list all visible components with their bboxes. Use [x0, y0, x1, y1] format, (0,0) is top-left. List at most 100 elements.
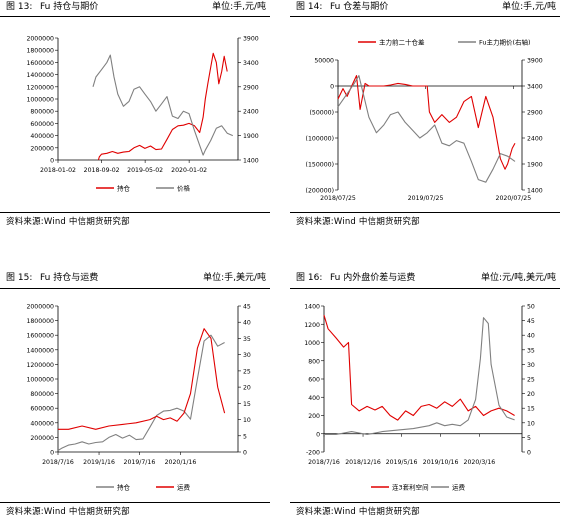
left-tick-label: 1000000 — [26, 97, 54, 104]
x-tick-label: 2018/7/16 — [42, 459, 74, 466]
chart-svg: (200000) (150000) (100000) (50000) 0 50000 140… — [306, 38, 543, 203]
right-tick-label: 1900 — [243, 133, 259, 140]
left-tick-label: 2000000 — [26, 304, 54, 311]
left-tick-label: 1600000 — [26, 60, 54, 67]
figure-title: Fu 持仓与期价 — [40, 2, 99, 12]
left-tick-label: 1200 — [304, 322, 320, 329]
right-tick-label: 30 — [243, 352, 251, 359]
right-tick-label: 10 — [243, 417, 251, 424]
footer-rule — [290, 502, 560, 503]
right-tick-label: 2900 — [243, 84, 259, 91]
left-tick-label: 1400000 — [26, 347, 54, 354]
left-tick-label: 800000 — [30, 109, 54, 116]
left-tick-label: 400000 — [30, 133, 54, 140]
right-tick-label: 25 — [527, 377, 535, 384]
chart-panel-16: 图 16: Fu 内外盘价差与运费 单位:元/吨,美元/吨 -200 0 200 40… — [290, 271, 560, 527]
right-tick-label: 40 — [527, 333, 535, 340]
figure-unit: 单位:手,元/吨 — [502, 2, 556, 12]
x-tick-label: 2020-01-02 — [171, 167, 207, 174]
x-tick-label: 2018/7/16 — [308, 459, 340, 466]
right-tick-label: 3400 — [527, 84, 543, 91]
chart-panel-13: 图 13: Fu 持仓与期价 单位:手,元/吨 0 200000 400000 600… — [0, 0, 270, 230]
chart-svg: 0 200000 400000 600000 800000 1000000 1200000 1… — [26, 304, 251, 492]
right-tick-label: 35 — [243, 336, 251, 343]
left-tick-label: 600000 — [30, 121, 54, 128]
x-tick-label: 2019-05-02 — [127, 167, 163, 174]
chart-svg: -200 0 200 400 600 800 1000 1200 1400 0 5 10 15 20 25 3… — [304, 304, 535, 492]
legend-label: 连3套利空间 — [392, 483, 429, 492]
x-tick-label: 2019/5/16 — [386, 459, 418, 466]
left-tick-label: 0 — [316, 431, 320, 438]
legend-label: 持仓 — [117, 184, 131, 193]
x-tick-label: 2020/3/16 — [464, 459, 496, 466]
right-tick-label: 0 — [243, 450, 247, 457]
right-tick-label: 25 — [243, 368, 251, 375]
figure-number: 图 16: — [296, 273, 323, 283]
chart-panel-15: 图 15: Fu 持仓与运费 单位:手,美元/吨 0 200000 400000 60… — [0, 271, 270, 527]
figure-number: 图 15: — [6, 273, 33, 283]
right-tick-label: 40 — [243, 320, 251, 327]
right-tick-label: 50 — [527, 304, 535, 311]
series-line-left — [323, 314, 515, 421]
figure-unit: 单位:手,美元/吨 — [203, 273, 266, 283]
left-tick-label: 0 — [330, 84, 334, 91]
source-note: 资料来源:Wind 中信期货研究部 — [296, 217, 420, 227]
figure-header: 图 13: Fu 持仓与期价 单位:手,元/吨 — [0, 0, 270, 16]
footer-rule — [0, 502, 270, 503]
left-tick-label: 1600000 — [26, 333, 54, 340]
series-line-right — [58, 328, 226, 430]
figure-header: 图 14: Fu 仓差与期价 单位:手,元/吨 — [290, 0, 560, 16]
right-tick-label: 0 — [527, 450, 531, 457]
legend-label: Fu主力期价(右轴) — [479, 38, 531, 47]
left-tick-label: (150000) — [306, 162, 334, 169]
series-line-left — [97, 52, 228, 161]
x-tick-label: 2018/12/16 — [345, 459, 381, 466]
figure-number: 图 14: — [296, 2, 323, 12]
left-tick-label: 0 — [50, 450, 54, 457]
right-tick-label: 5 — [527, 435, 531, 442]
legend-label: 价格 — [177, 184, 191, 193]
series-line-left — [337, 75, 516, 170]
x-tick-label: 2019/10/16 — [423, 459, 459, 466]
header-rule — [290, 288, 560, 289]
left-tick-label: 200000 — [30, 435, 54, 442]
series-line-right — [324, 317, 515, 436]
series-line-right — [92, 54, 234, 156]
left-tick-label: 1800000 — [26, 318, 54, 325]
source-note: 资料来源:Wind 中信期货研究部 — [296, 507, 420, 517]
left-tick-label: 800 — [308, 358, 320, 365]
source-note: 资料来源:Wind 中信期货研究部 — [6, 507, 130, 517]
x-tick-label: 2018/07/25 — [320, 195, 356, 202]
right-tick-label: 15 — [527, 406, 535, 413]
footer-rule — [0, 212, 270, 213]
legend-label: 持仓 — [117, 483, 131, 492]
x-tick-label: 2020/07/25 — [496, 195, 532, 202]
x-tick-label: 2018-01-02 — [40, 167, 76, 174]
figure-header: 图 15: Fu 持仓与运费 单位:手,美元/吨 — [0, 271, 270, 287]
figure-title: Fu 内外盘价差与运费 — [330, 273, 416, 283]
left-tick-label: 600 — [308, 377, 320, 384]
left-tick-label: 1000 — [304, 340, 320, 347]
series-line-left — [57, 334, 225, 451]
right-tick-label: 3400 — [243, 60, 259, 67]
right-tick-label: 15 — [243, 401, 251, 408]
right-tick-label: 45 — [243, 304, 251, 311]
left-tick-label: 1200000 — [26, 362, 54, 369]
right-tick-label: 3900 — [527, 58, 543, 65]
x-tick-label: 2020/1/16 — [165, 459, 197, 466]
right-tick-label: 10 — [527, 420, 535, 427]
header-rule — [0, 288, 270, 289]
legend-label: 主力前二十仓差 — [379, 38, 425, 47]
left-tick-label: (200000) — [306, 188, 334, 195]
x-tick-label: 2019/07/25 — [408, 195, 444, 202]
left-tick-label: 800000 — [30, 391, 54, 398]
legend-label: 运费 — [177, 483, 191, 492]
left-tick-label: 1400000 — [26, 72, 54, 79]
source-note: 资料来源:Wind 中信期货研究部 — [6, 217, 130, 227]
figure-header: 图 16: Fu 内外盘价差与运费 单位:元/吨,美元/吨 — [290, 271, 560, 287]
left-tick-label: 200000 — [30, 145, 54, 152]
right-tick-label: 2900 — [527, 110, 543, 117]
right-tick-label: 30 — [527, 362, 535, 369]
right-tick-label: 2400 — [527, 136, 543, 143]
left-tick-label: 1000000 — [26, 377, 54, 384]
